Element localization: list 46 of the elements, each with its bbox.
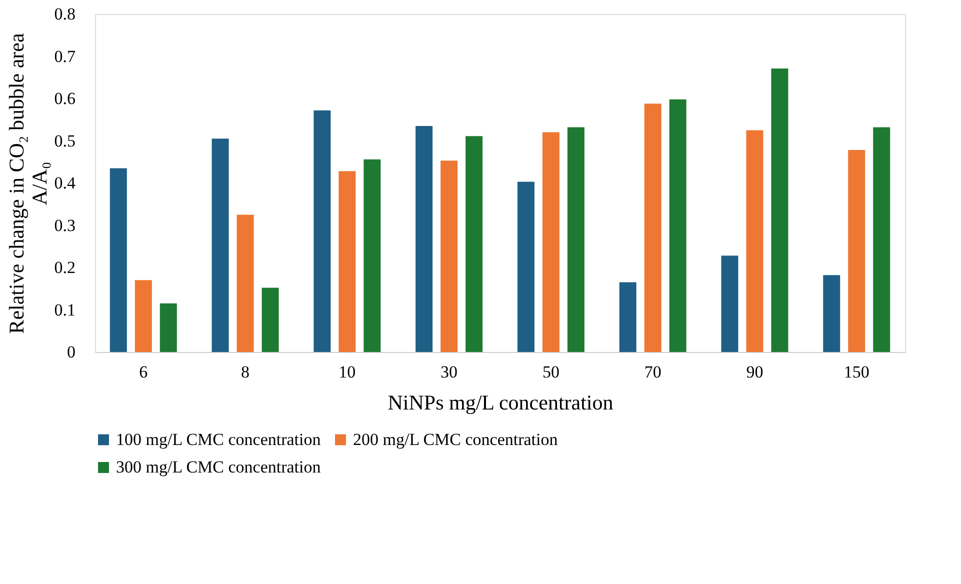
legend-label: 200 mg/L CMC concentration — [353, 430, 558, 449]
bar — [262, 288, 279, 352]
bar — [721, 256, 738, 352]
bar — [848, 150, 866, 352]
y-axis-title: Relative change in CO₂ bubble area A/A₀ — [4, 32, 52, 334]
bar — [873, 127, 890, 352]
bar — [823, 275, 840, 352]
x-tick-label: 8 — [241, 362, 250, 382]
bar — [517, 182, 534, 352]
bar — [440, 160, 458, 352]
bar — [669, 99, 686, 352]
bar — [338, 171, 356, 352]
y-tick-label: 0.7 — [54, 46, 76, 66]
bar — [746, 130, 764, 352]
y-tick-label: 0.2 — [54, 258, 76, 277]
bar — [567, 127, 584, 352]
x-tick-label: 150 — [844, 362, 870, 382]
bar — [134, 280, 152, 352]
y-tick-label: 0.3 — [54, 216, 76, 235]
bar — [212, 138, 229, 352]
y-tick-label: 0.6 — [54, 89, 76, 108]
bar — [542, 132, 560, 352]
x-tick-label: 6 — [139, 362, 148, 382]
x-tick-label: 50 — [542, 362, 560, 382]
bar — [160, 303, 177, 352]
bar — [466, 136, 483, 352]
y-tick-label: 0.1 — [54, 300, 76, 320]
bar — [236, 214, 254, 352]
y-tick-label: 0.4 — [54, 174, 76, 192]
legend-label: 100 mg/L CMC concentration — [116, 430, 322, 449]
bar — [110, 168, 127, 352]
x-tick-label: 30 — [440, 362, 458, 382]
bar — [619, 282, 636, 352]
bar — [364, 159, 381, 352]
y-tick-label: 0.5 — [54, 131, 76, 150]
x-tick-label: 10 — [338, 362, 356, 382]
bar — [314, 110, 331, 352]
bar — [416, 126, 433, 352]
y-tick-label: 0 — [67, 342, 76, 362]
x-tick-label: 90 — [746, 362, 764, 382]
bar — [771, 68, 788, 352]
y-tick-label: 0.8 — [54, 4, 76, 24]
x-tick-label: 70 — [644, 362, 662, 382]
legend-label: 300 mg/L CMC concentration — [116, 458, 322, 476]
x-axis-title: NiNPs mg/L concentration — [388, 390, 614, 414]
bar — [644, 104, 662, 352]
